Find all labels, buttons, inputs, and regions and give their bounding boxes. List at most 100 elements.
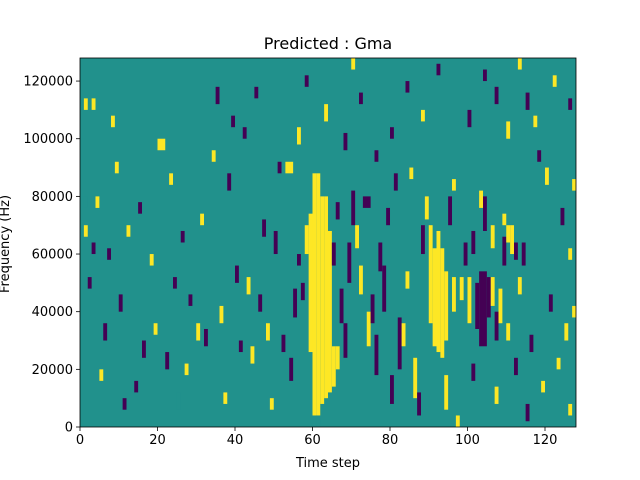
heatmap-cell — [382, 265, 387, 312]
heatmap-cell — [262, 219, 267, 237]
heatmap-cell — [401, 323, 406, 347]
heatmap-cell — [312, 173, 317, 416]
heatmap-cell — [494, 86, 499, 105]
heatmap-cell — [188, 294, 193, 306]
heatmap-cell — [114, 161, 119, 174]
heatmap-cell — [83, 225, 88, 237]
heatmap-cell — [405, 271, 410, 289]
heatmap-cell — [351, 58, 356, 70]
heatmap-cell — [471, 230, 476, 255]
heatmap-cell — [494, 311, 499, 341]
heatmap-cell — [138, 202, 143, 214]
heatmap-cell — [91, 98, 96, 110]
heatmap-cell — [83, 98, 88, 110]
heatmap-cell — [122, 398, 127, 410]
y-axis-label: Frequency (Hz) — [0, 195, 13, 293]
heatmap-cell — [564, 323, 569, 341]
heatmap-cell — [483, 69, 487, 82]
heatmap-cell — [405, 81, 410, 93]
heatmap-cell — [483, 196, 487, 231]
heatmap-cell — [331, 346, 336, 387]
heatmap-cell — [479, 190, 484, 208]
x-tick-label: 0 — [76, 433, 84, 448]
heatmap-cell — [87, 277, 92, 289]
y-tick-label: 100000 — [23, 132, 73, 147]
heatmap-cell — [359, 92, 363, 105]
heatmap-cell — [502, 213, 507, 226]
heatmap-cell — [324, 196, 329, 399]
y-tick-label: 20000 — [32, 363, 73, 378]
heatmap-cell — [293, 288, 298, 318]
heatmap-cell — [300, 282, 305, 301]
heatmap-cell — [351, 190, 356, 226]
heatmap-cell — [335, 202, 340, 220]
heatmap-cell — [366, 311, 371, 347]
heatmap-cell — [343, 323, 348, 358]
heatmap-cell — [285, 161, 294, 174]
heatmap-cell — [289, 357, 294, 381]
heatmap-cell — [95, 196, 100, 208]
heatmap-cell — [444, 375, 449, 410]
heatmap-cell — [258, 294, 263, 312]
heatmap-cell — [533, 115, 538, 128]
heatmap-cell — [506, 323, 511, 341]
heatmap-cell — [196, 323, 201, 341]
heatmap-cell — [393, 173, 398, 191]
heatmap-cell — [153, 323, 158, 335]
heatmap-cell — [463, 242, 468, 266]
heatmap-cell — [304, 75, 309, 87]
heatmap-cell — [238, 340, 243, 353]
x-axis: 0 20 40 60 80 100 120 — [76, 427, 557, 448]
heatmap-cell — [475, 282, 480, 329]
heatmap-cell — [424, 196, 429, 220]
heatmap-cell — [529, 334, 534, 353]
heatmap-cell — [541, 380, 546, 393]
heatmap-cell — [490, 277, 495, 306]
heatmap-cell — [297, 254, 301, 266]
heatmap-cell — [99, 369, 104, 381]
heatmap-cell — [521, 242, 526, 266]
heatmap-cell — [440, 248, 445, 358]
heatmap-cell — [227, 173, 232, 191]
heatmap-cell — [421, 109, 425, 122]
x-tick-label: 40 — [227, 433, 244, 448]
heatmap-cell — [421, 225, 425, 255]
heatmap-cell — [219, 305, 224, 324]
heatmap-cell — [448, 196, 453, 226]
y-tick-label: 40000 — [32, 305, 73, 320]
plot-area — [79, 57, 577, 428]
heatmap-cell — [436, 63, 441, 76]
heatmap-cell — [494, 386, 499, 404]
heatmap-cell — [517, 277, 522, 295]
heatmap-cell — [231, 115, 236, 128]
heatmap-cell — [444, 271, 449, 341]
heatmap-cell — [471, 363, 476, 381]
heatmap-cell — [273, 230, 278, 255]
heatmap-cell — [556, 357, 561, 370]
y-tick-label: 80000 — [32, 190, 73, 205]
heatmap-cell — [355, 225, 360, 249]
heatmap-cell — [374, 334, 379, 376]
heatmap-cell — [250, 346, 255, 364]
heatmap-cell — [111, 115, 115, 128]
heatmap-cell — [545, 167, 549, 185]
heatmap-cell — [269, 398, 274, 410]
plot-frame — [79, 57, 577, 428]
heatmap-cell — [324, 104, 329, 122]
heatmap-cell — [165, 352, 170, 370]
heatmap-cell — [211, 150, 216, 162]
x-axis-label: Time step — [295, 456, 360, 471]
heatmap-cell — [428, 225, 433, 324]
heatmap-cell — [316, 173, 321, 416]
y-tick-label: 60000 — [32, 248, 73, 263]
heatmap-cell — [347, 242, 352, 283]
heatmap-cell — [572, 179, 577, 191]
heatmap-cell — [452, 179, 456, 191]
heatmap-cell — [142, 340, 146, 358]
heatmap-cell — [568, 403, 573, 416]
heatmap-cell — [266, 323, 270, 341]
x-tick-label: 60 — [304, 433, 321, 448]
heatmap-cell — [514, 357, 518, 376]
heatmap-cell — [498, 288, 503, 324]
